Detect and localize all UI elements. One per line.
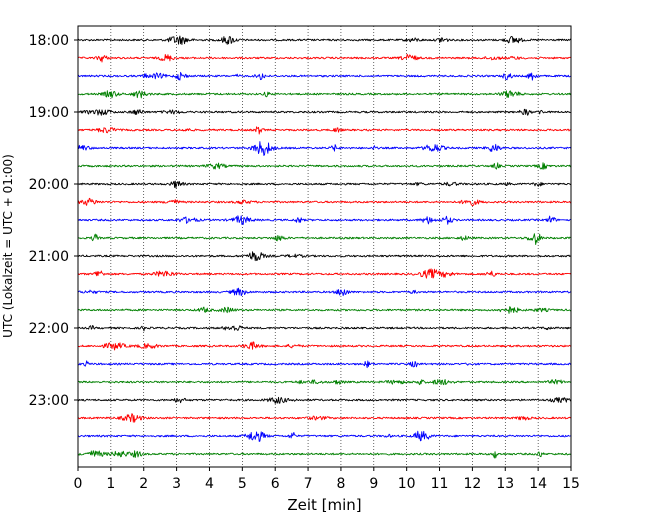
seismic-trace [77,162,572,170]
seismic-trace [77,180,572,189]
y-tick-label: 20:00 [29,177,69,193]
x-tick-label: 3 [172,476,181,492]
seismic-trace [77,325,572,332]
y-tick-label: 19:00 [29,105,69,121]
seismic-trace [77,396,572,404]
x-tick-label: 4 [205,476,214,492]
seismic-traces [77,35,572,459]
seismic-trace [77,251,572,262]
x-tick-label: 15 [562,476,580,492]
seismic-trace [77,233,572,246]
x-tick-label: 13 [496,476,514,492]
seismic-trace [77,35,572,45]
x-tick-label: 7 [304,476,313,492]
seismic-trace [77,341,572,351]
seismic-trace [77,450,572,459]
x-tick-label: 8 [336,476,345,492]
seismic-trace [77,126,572,135]
plot-frame [77,25,572,468]
x-axis-title: Zeit [min] [287,496,361,514]
seismic-trace [77,90,572,99]
axis-ticks: 0 1 2 3 4 5 6 7 8 9 10 11 12 13 14 1518:0019:0020:0021:… [29,33,580,492]
seismic-trace [77,413,572,423]
seismic-trace [77,268,572,279]
y-tick-label: 18:00 [29,33,69,49]
x-tick-label: 9 [369,476,378,492]
seismic-trace [77,197,572,207]
seismic-trace [77,430,572,442]
x-tick-label: 11 [431,476,449,492]
seismic-trace [77,215,572,225]
x-tick-label: 2 [139,476,148,492]
seismic-trace [77,53,572,63]
y-tick-label: 22:00 [29,321,69,337]
x-tick-label: 12 [463,476,481,492]
x-tick-label: 6 [271,476,280,492]
y-tick-label: 23:00 [29,393,69,409]
x-tick-label: 14 [529,476,547,492]
x-tick-label: 5 [238,476,247,492]
seismic-trace [77,379,572,386]
seismic-trace [77,108,572,116]
seismic-trace [77,306,572,314]
x-tick-label: 0 [74,476,83,492]
y-axis-title: UTC (Lokalzeit = UTC + 01:00) [1,154,15,338]
seismic-trace [77,141,572,156]
seismic-trace [77,360,572,369]
x-tick-label: 1 [106,476,115,492]
y-tick-label: 21:00 [29,249,69,265]
x-tick-label: 10 [398,476,416,492]
seismic-trace [77,287,572,297]
seismic-trace [77,71,572,81]
